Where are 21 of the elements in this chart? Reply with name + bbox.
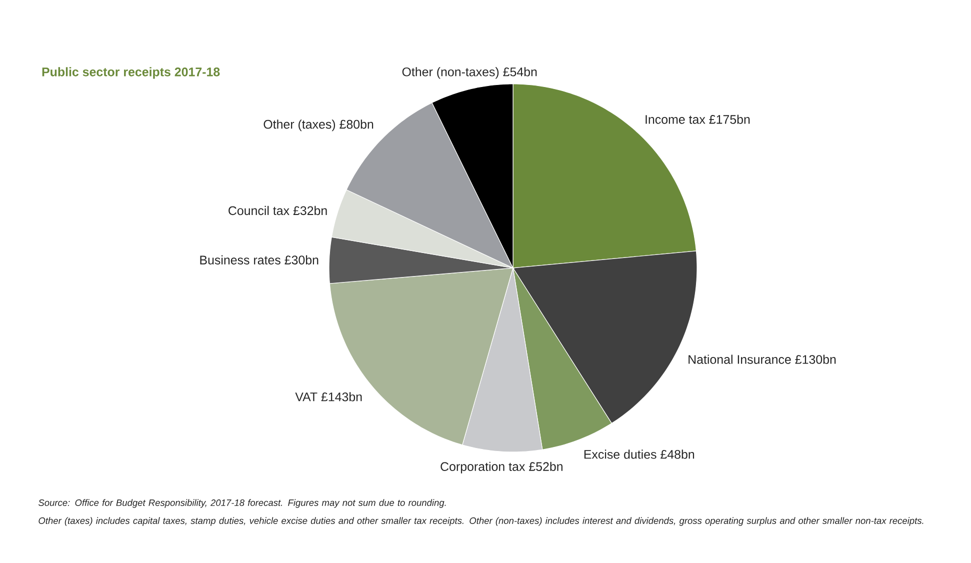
data-label: £32bn	[293, 206, 327, 216]
data-label: £30bn	[284, 255, 318, 264]
data-label: £48bn	[660, 450, 694, 459]
slice-label: Business rates	[200, 255, 280, 264]
slice-label: Other (non-taxes)	[402, 67, 499, 79]
text: Other (taxes) includes capital taxes, stamp duties, vehicle excise duties and other smaller tax receipts. Other (non-taxes) includes interest and dividends, gross operating surplus and other smaller non-tax receipts.	[38, 517, 924, 526]
slice-label: Other (taxes)	[264, 120, 336, 132]
data-label: £175bn	[709, 114, 750, 124]
slice-label: Excise duties	[584, 450, 656, 459]
data-label: £143bn	[321, 392, 362, 402]
data-label: £54bn	[503, 67, 537, 76]
slice-label: Council tax	[228, 206, 290, 216]
slice-label: Corporation tax	[440, 462, 526, 474]
data-label: £130bn	[795, 354, 836, 364]
slice-label: VAT	[295, 392, 318, 402]
chart-title: Public sector receipts 2017-18	[42, 67, 220, 79]
data-label: £52bn	[529, 462, 562, 471]
data-label: £80bn	[340, 120, 374, 129]
source-note: Source: Office for Budget Responsibility, 2017-18 forecast. Figures may not sum due to rounding.	[38, 499, 446, 508]
slice-label: National Insurance	[688, 354, 791, 364]
slice-label: Income tax	[646, 115, 706, 124]
